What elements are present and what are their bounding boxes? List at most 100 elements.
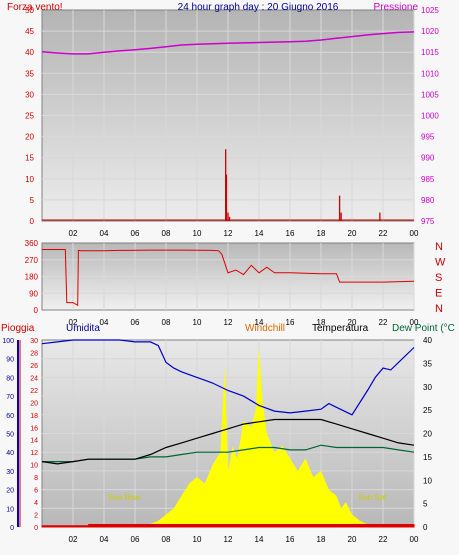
pressure-y-tick-label: 1010 xyxy=(421,69,439,78)
humidity-y-tick-label: 40 xyxy=(6,450,14,457)
x-tick-label: 22 xyxy=(379,229,388,238)
x-tick-label: 00 xyxy=(410,535,419,544)
temperature-y-tick-label: 30 xyxy=(423,383,432,392)
legend-entry: Pioggia xyxy=(1,323,35,334)
x-tick-label: 14 xyxy=(255,318,264,327)
humidity-y-tick-label: 100 xyxy=(2,338,14,345)
humidity-y-tick-label: 80 xyxy=(6,375,14,382)
wind-y-tick-label: 40 xyxy=(25,48,34,57)
wind-y-tick-label: 35 xyxy=(25,69,34,78)
x-tick-label: 12 xyxy=(224,318,233,327)
humidity-y-tick-label: 60 xyxy=(6,413,14,420)
temperature-y-tick-label: 15 xyxy=(423,453,432,462)
rain-y-tick-label: 20 xyxy=(30,400,38,407)
wind-y-tick-label: 10 xyxy=(25,175,34,184)
x-tick-label: 08 xyxy=(162,535,171,544)
temperature-y-tick-label: 35 xyxy=(423,359,432,368)
x-tick-label: 16 xyxy=(286,229,295,238)
temperature-y-tick-label: 0 xyxy=(423,523,428,532)
legend-entry: Umidita xyxy=(66,323,100,334)
pressure-y-tick-label: 975 xyxy=(421,217,435,226)
compass-label: N xyxy=(435,303,443,315)
temperature-y-tick-label: 25 xyxy=(423,406,432,415)
pressure-line xyxy=(41,31,415,55)
sunrise-annotation: Sun Rise xyxy=(108,493,141,502)
x-tick-label: 12 xyxy=(224,229,233,238)
rain-y-tick-label: 16 xyxy=(30,425,38,432)
temperature-y-tick-label: 40 xyxy=(423,336,432,345)
x-tick-label: 18 xyxy=(317,229,326,238)
x-tick-label: 04 xyxy=(100,535,109,544)
x-tick-label: 18 xyxy=(317,535,326,544)
rain-area xyxy=(41,524,415,528)
x-tick-label: 22 xyxy=(379,535,388,544)
compass-label: S xyxy=(435,272,442,284)
temperature-y-tick-label: 10 xyxy=(423,476,432,485)
compass-label: E xyxy=(435,288,442,300)
pressure-y-tick-label: 990 xyxy=(421,154,435,163)
x-tick-label: 02 xyxy=(69,229,78,238)
x-tick-label: 06 xyxy=(131,318,140,327)
pressure-y-tick-label: 995 xyxy=(421,133,435,142)
chart-title: 24 hour graph day : 20 Giugno 2016 xyxy=(178,2,339,13)
wind-y-tick-label: 25 xyxy=(25,112,34,121)
humidity-y-tick-label: 20 xyxy=(6,488,14,495)
x-tick-label: 18 xyxy=(317,318,326,327)
wind-y-tick-label: 45 xyxy=(25,27,34,36)
humidity-y-tick-label: 70 xyxy=(6,394,14,401)
rain-y-tick-label: 4 xyxy=(34,500,38,507)
wind-direction-line xyxy=(42,249,415,307)
rain-y-tick-label: 24 xyxy=(30,375,38,382)
rain-y-tick-label: 10 xyxy=(30,463,38,470)
compass-label: W xyxy=(435,257,446,269)
x-tick-label: 10 xyxy=(193,535,202,544)
direction-y-tick-label: 180 xyxy=(25,273,39,282)
humidity-line xyxy=(41,339,415,416)
solar-area xyxy=(124,346,373,527)
pressure-label: Pressione xyxy=(374,2,419,13)
legend-entry: Windchill xyxy=(245,323,285,334)
legend-entry: Dew Point (°C xyxy=(392,323,455,334)
x-tick-label: 20 xyxy=(348,229,357,238)
rain-y-tick-label: 18 xyxy=(30,413,38,420)
pressure-y-tick-label: 1020 xyxy=(421,27,439,36)
humidity-y-tick-label: 90 xyxy=(6,357,14,364)
temperature-line xyxy=(41,418,415,465)
temperature-y-tick-label: 20 xyxy=(423,430,432,439)
x-tick-label: 06 xyxy=(131,229,140,238)
pressure-y-tick-label: 1000 xyxy=(421,112,439,121)
pressure-y-tick-label: 980 xyxy=(421,196,435,205)
rain-y-tick-label: 14 xyxy=(30,438,38,445)
x-tick-label: 02 xyxy=(69,318,78,327)
pressure-y-tick-label: 1005 xyxy=(421,90,439,99)
x-tick-label: 22 xyxy=(379,318,388,327)
x-tick-label: 12 xyxy=(224,535,233,544)
temperature-y-tick-label: 5 xyxy=(423,500,428,509)
x-tick-label: 08 xyxy=(162,318,171,327)
humidity-y-tick-label: 50 xyxy=(6,432,14,439)
humidity-y-tick-label: 30 xyxy=(6,469,14,476)
x-tick-label: 04 xyxy=(100,318,109,327)
rain-y-tick-label: 28 xyxy=(30,350,38,357)
direction-y-tick-label: 360 xyxy=(25,239,39,248)
x-tick-label: 00 xyxy=(410,318,419,327)
direction-y-tick-label: 0 xyxy=(34,306,39,315)
x-tick-label: 20 xyxy=(348,318,357,327)
rain-y-tick-label: 30 xyxy=(30,338,38,345)
wind-y-tick-label: 30 xyxy=(25,90,34,99)
pressure-y-tick-label: 1025 xyxy=(421,6,439,15)
x-tick-label: 14 xyxy=(255,535,264,544)
x-tick-label: 06 xyxy=(131,535,140,544)
legend-entry: Temperatura xyxy=(312,323,369,334)
wind-y-tick-label: 20 xyxy=(25,133,34,142)
rain-y-tick-label: 8 xyxy=(34,475,38,482)
x-tick-label: 14 xyxy=(255,229,264,238)
rain-y-tick-label: 26 xyxy=(30,363,38,370)
x-tick-label: 02 xyxy=(69,535,78,544)
rain-y-tick-label: 0 xyxy=(34,525,38,532)
wind-y-tick-label: 50 xyxy=(25,6,34,15)
rain-y-tick-label: 2 xyxy=(34,513,38,520)
x-tick-label: 16 xyxy=(286,535,295,544)
rain-y-tick-label: 22 xyxy=(30,388,38,395)
